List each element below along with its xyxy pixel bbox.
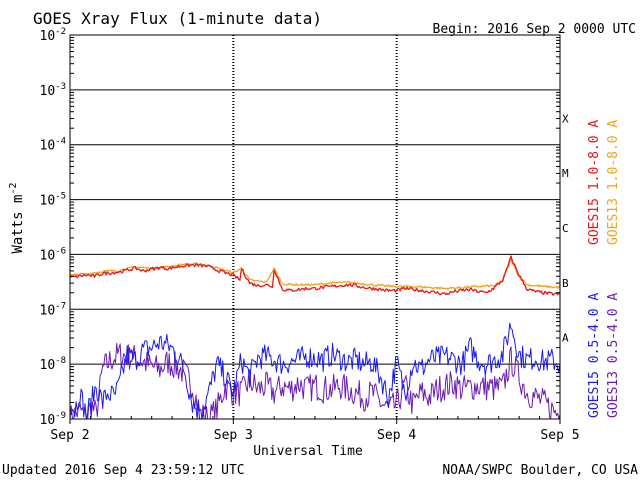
- y-tick-mantissa: 10: [40, 413, 56, 428]
- x-tick-labels: Sep 2 Sep 3 Sep 4 Sep 5: [50, 428, 579, 443]
- plot-frame-layer: [69, 34, 561, 424]
- y-tick-exponent: -9: [55, 411, 66, 421]
- x-tick-label: Sep 2: [50, 428, 89, 443]
- y-tick-mantissa: 10: [40, 84, 56, 99]
- legend: GOES15 1.0-8.0 A GOES13 1.0-8.0 A GOES15 0…: [587, 120, 621, 418]
- flare-class-label: C: [562, 222, 569, 235]
- y-tick-mantissa: 10: [40, 358, 56, 373]
- plot-frame: [69, 34, 561, 420]
- y-tick-exponent: -5: [55, 192, 66, 202]
- y-axis-label-exponent: -2: [8, 182, 19, 194]
- y-tick-exponent: -2: [55, 27, 66, 37]
- y-tick-mantissa: 10: [40, 29, 56, 44]
- y-tick-exponent: -6: [55, 246, 66, 256]
- y-tick-label: 10-5: [40, 192, 67, 209]
- series-line: [69, 343, 561, 420]
- y-tick-labels: 10-910-810-710-610-510-410-310-2: [40, 27, 67, 428]
- flare-class-label: M: [562, 167, 569, 180]
- y-tick-label: 10-9: [40, 411, 67, 428]
- series-line: [69, 322, 561, 420]
- series-layer: [69, 255, 561, 420]
- y-tick-exponent: -3: [55, 82, 66, 92]
- y-tick-exponent: -8: [55, 356, 66, 366]
- chart-title: GOES Xray Flux (1-minute data): [33, 9, 322, 28]
- legend-entry: GOES15 1.0-8.0 A: [587, 120, 602, 245]
- y-axis-label: Watts m-2: [8, 182, 26, 253]
- y-tick-mantissa: 10: [40, 139, 56, 154]
- flare-class-label: X: [562, 112, 569, 125]
- y-tick-mantissa: 10: [40, 194, 56, 209]
- flare-class-label: B: [562, 277, 569, 290]
- x-tick-label: Sep 5: [540, 428, 579, 443]
- legend-entry: GOES13 1.0-8.0 A: [606, 120, 621, 245]
- y-tick-label: 10-6: [40, 246, 67, 263]
- x-tick-label: Sep 3: [214, 428, 253, 443]
- x-axis-label: Universal Time: [253, 444, 363, 459]
- y-tick-mantissa: 10: [40, 248, 56, 263]
- x-tick-label: Sep 4: [377, 428, 416, 443]
- footer-source: NOAA/SWPC Boulder, CO USA: [442, 463, 638, 478]
- y-tick-mantissa: 10: [40, 303, 56, 318]
- legend-entry: GOES15 0.5-4.0 A: [587, 293, 602, 418]
- y-tick-label: 10-4: [40, 137, 67, 154]
- legend-entry: GOES13 0.5-4.0 A: [606, 293, 621, 418]
- y-tick-label: 10-3: [40, 82, 67, 99]
- flare-class-label: A: [562, 332, 569, 345]
- footer-updated: Updated 2016 Sep 4 23:59:12 UTC: [2, 463, 245, 478]
- y-tick-exponent: -7: [55, 301, 66, 311]
- y-tick-exponent: -4: [55, 137, 66, 147]
- y-tick-label: 10-8: [40, 356, 67, 373]
- y-axis-label-main: Watts m: [10, 195, 26, 254]
- y-tick-label: 10-7: [40, 301, 67, 318]
- y-tick-label: 10-2: [40, 27, 67, 44]
- y-axis-label-text: Watts m-2: [8, 182, 26, 253]
- flare-class-labels: A B C M X: [562, 112, 569, 344]
- series-line: [69, 255, 561, 296]
- begin-timestamp: Begin: 2016 Sep 2 0000 UTC: [433, 22, 637, 37]
